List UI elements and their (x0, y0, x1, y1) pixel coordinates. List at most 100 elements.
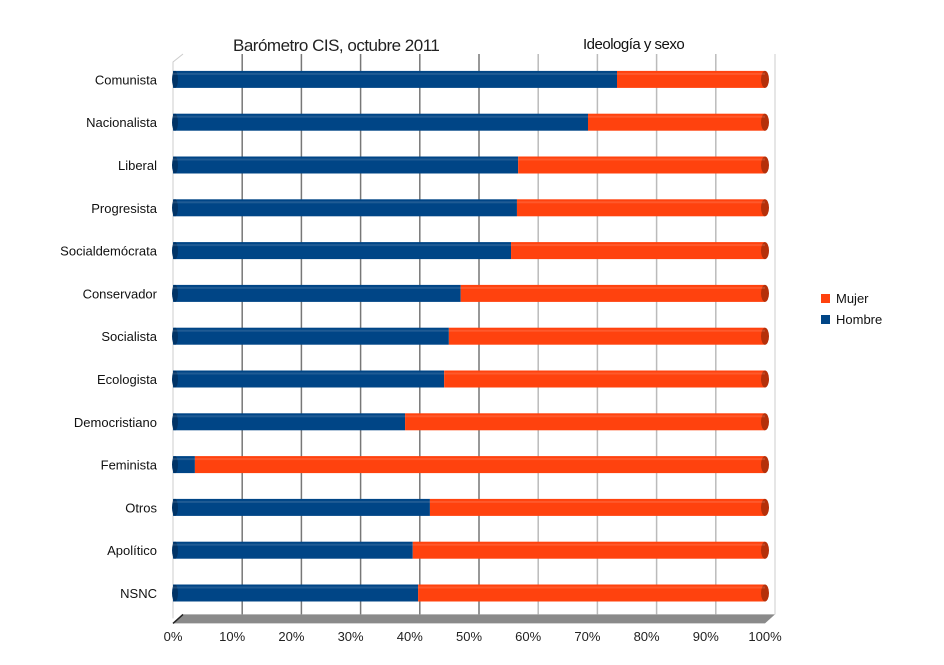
bar-hombre (173, 456, 195, 474)
bar-highlight (173, 201, 765, 204)
bar-cap-right (761, 584, 769, 602)
bar-highlight (173, 244, 765, 247)
bar-mujer (516, 199, 765, 217)
bar-highlight (173, 115, 765, 118)
x-tick-label: 40% (397, 629, 423, 644)
bar-cap-left (172, 370, 178, 388)
y-category-label: Otros (125, 500, 157, 515)
bar-hombre (173, 413, 406, 431)
bar-highlight (173, 372, 765, 375)
bar-cap-left (172, 242, 178, 260)
bar-mujer (418, 584, 765, 602)
legend-item-mujer: Mujer (821, 288, 882, 309)
bar-cap-right (761, 156, 769, 174)
bar-hombre (173, 70, 617, 88)
bar-highlight (173, 158, 765, 161)
bar-cap-left (172, 413, 178, 431)
bar-hombre (173, 113, 588, 131)
plot-floor (173, 614, 775, 624)
bar-mujer (194, 456, 766, 474)
bar-cap-right (761, 413, 769, 431)
bar-mujer (617, 70, 765, 88)
bar-cap-right (761, 242, 769, 260)
bar-cap-left (172, 584, 178, 602)
bar-cap-right (761, 113, 769, 131)
y-category-label: Socialdemócrata (60, 244, 158, 259)
bar-hombre (173, 541, 413, 559)
x-tick-label: 80% (634, 629, 660, 644)
bar-highlight (173, 543, 765, 546)
bar-cap-left (172, 113, 178, 131)
bar-cap-right (761, 327, 769, 345)
x-tick-label: 30% (338, 629, 364, 644)
bar-highlight (173, 500, 765, 503)
y-category-label: Progresista (91, 201, 158, 216)
plot-left-wall (172, 53, 184, 619)
bar-cap-right (761, 498, 769, 516)
bar-cap-left (172, 156, 178, 174)
bar-highlight (173, 286, 765, 289)
x-tick-label: 70% (574, 629, 600, 644)
bar-cap-right (761, 284, 769, 302)
chart-title: Barómetro CIS, octubre 2011 (233, 36, 440, 55)
x-tick-label: 60% (515, 629, 541, 644)
bar-cap-left (172, 327, 178, 345)
bar-highlight (173, 329, 765, 332)
y-category-label: Liberal (118, 158, 157, 173)
bar-hombre (173, 199, 517, 217)
bar-mujer (587, 113, 765, 131)
y-category-label: Feminista (101, 458, 158, 473)
bar-highlight (173, 458, 765, 461)
legend-label-hombre: Hombre (836, 312, 883, 327)
bar-cap-right (761, 456, 769, 474)
y-category-label: Comunista (95, 72, 158, 87)
bar-cap-left (172, 284, 178, 302)
bar-hombre (173, 327, 449, 345)
bar-hombre (173, 584, 419, 602)
y-category-label: Nacionalista (86, 115, 158, 130)
bar-cap-left (172, 456, 178, 474)
bar-mujer (448, 327, 765, 345)
y-category-label: Democristiano (74, 415, 157, 430)
bar-hombre (173, 242, 512, 260)
bar-cap-left (172, 498, 178, 516)
y-category-label: Apolítico (107, 543, 157, 558)
y-category-label: NSNC (120, 586, 157, 601)
bar-hombre (173, 284, 461, 302)
bar-hombre (173, 156, 519, 174)
bar-highlight (173, 586, 765, 589)
legend-swatch-hombre (821, 315, 830, 324)
bar-cap-right (761, 370, 769, 388)
x-tick-label: 20% (278, 629, 304, 644)
x-tick-label: 10% (219, 629, 245, 644)
bar-mujer (405, 413, 765, 431)
x-tick-label: 50% (456, 629, 482, 644)
legend-item-hombre: Hombre (821, 309, 882, 330)
floor-edge (172, 613, 184, 624)
bar-cap-left (172, 199, 178, 217)
legend-label-mujer: Mujer (836, 291, 869, 306)
bar-cap-right (761, 199, 769, 217)
y-category-label: Ecologista (97, 372, 158, 387)
bar-mujer (460, 284, 765, 302)
bar-mujer (518, 156, 765, 174)
bar-hombre (173, 370, 445, 388)
x-tick-label: 90% (693, 629, 719, 644)
bar-hombre (173, 498, 430, 516)
bar-cap-left (172, 541, 178, 559)
bar-cap-right (761, 541, 769, 559)
bar-mujer (429, 498, 765, 516)
bar-mujer (511, 242, 765, 260)
bar-cap-right (761, 70, 769, 88)
y-category-label: Conservador (83, 286, 158, 301)
bar-mujer (444, 370, 765, 388)
chart-subtitle: Ideología y sexo (583, 36, 685, 53)
bar-mujer (412, 541, 765, 559)
bar-highlight (173, 72, 765, 75)
bar-cap-left (172, 70, 178, 88)
bar-highlight (173, 415, 765, 418)
x-tick-label: 0% (164, 629, 183, 644)
x-tick-label: 100% (748, 629, 782, 644)
legend: Mujer Hombre (821, 288, 882, 330)
